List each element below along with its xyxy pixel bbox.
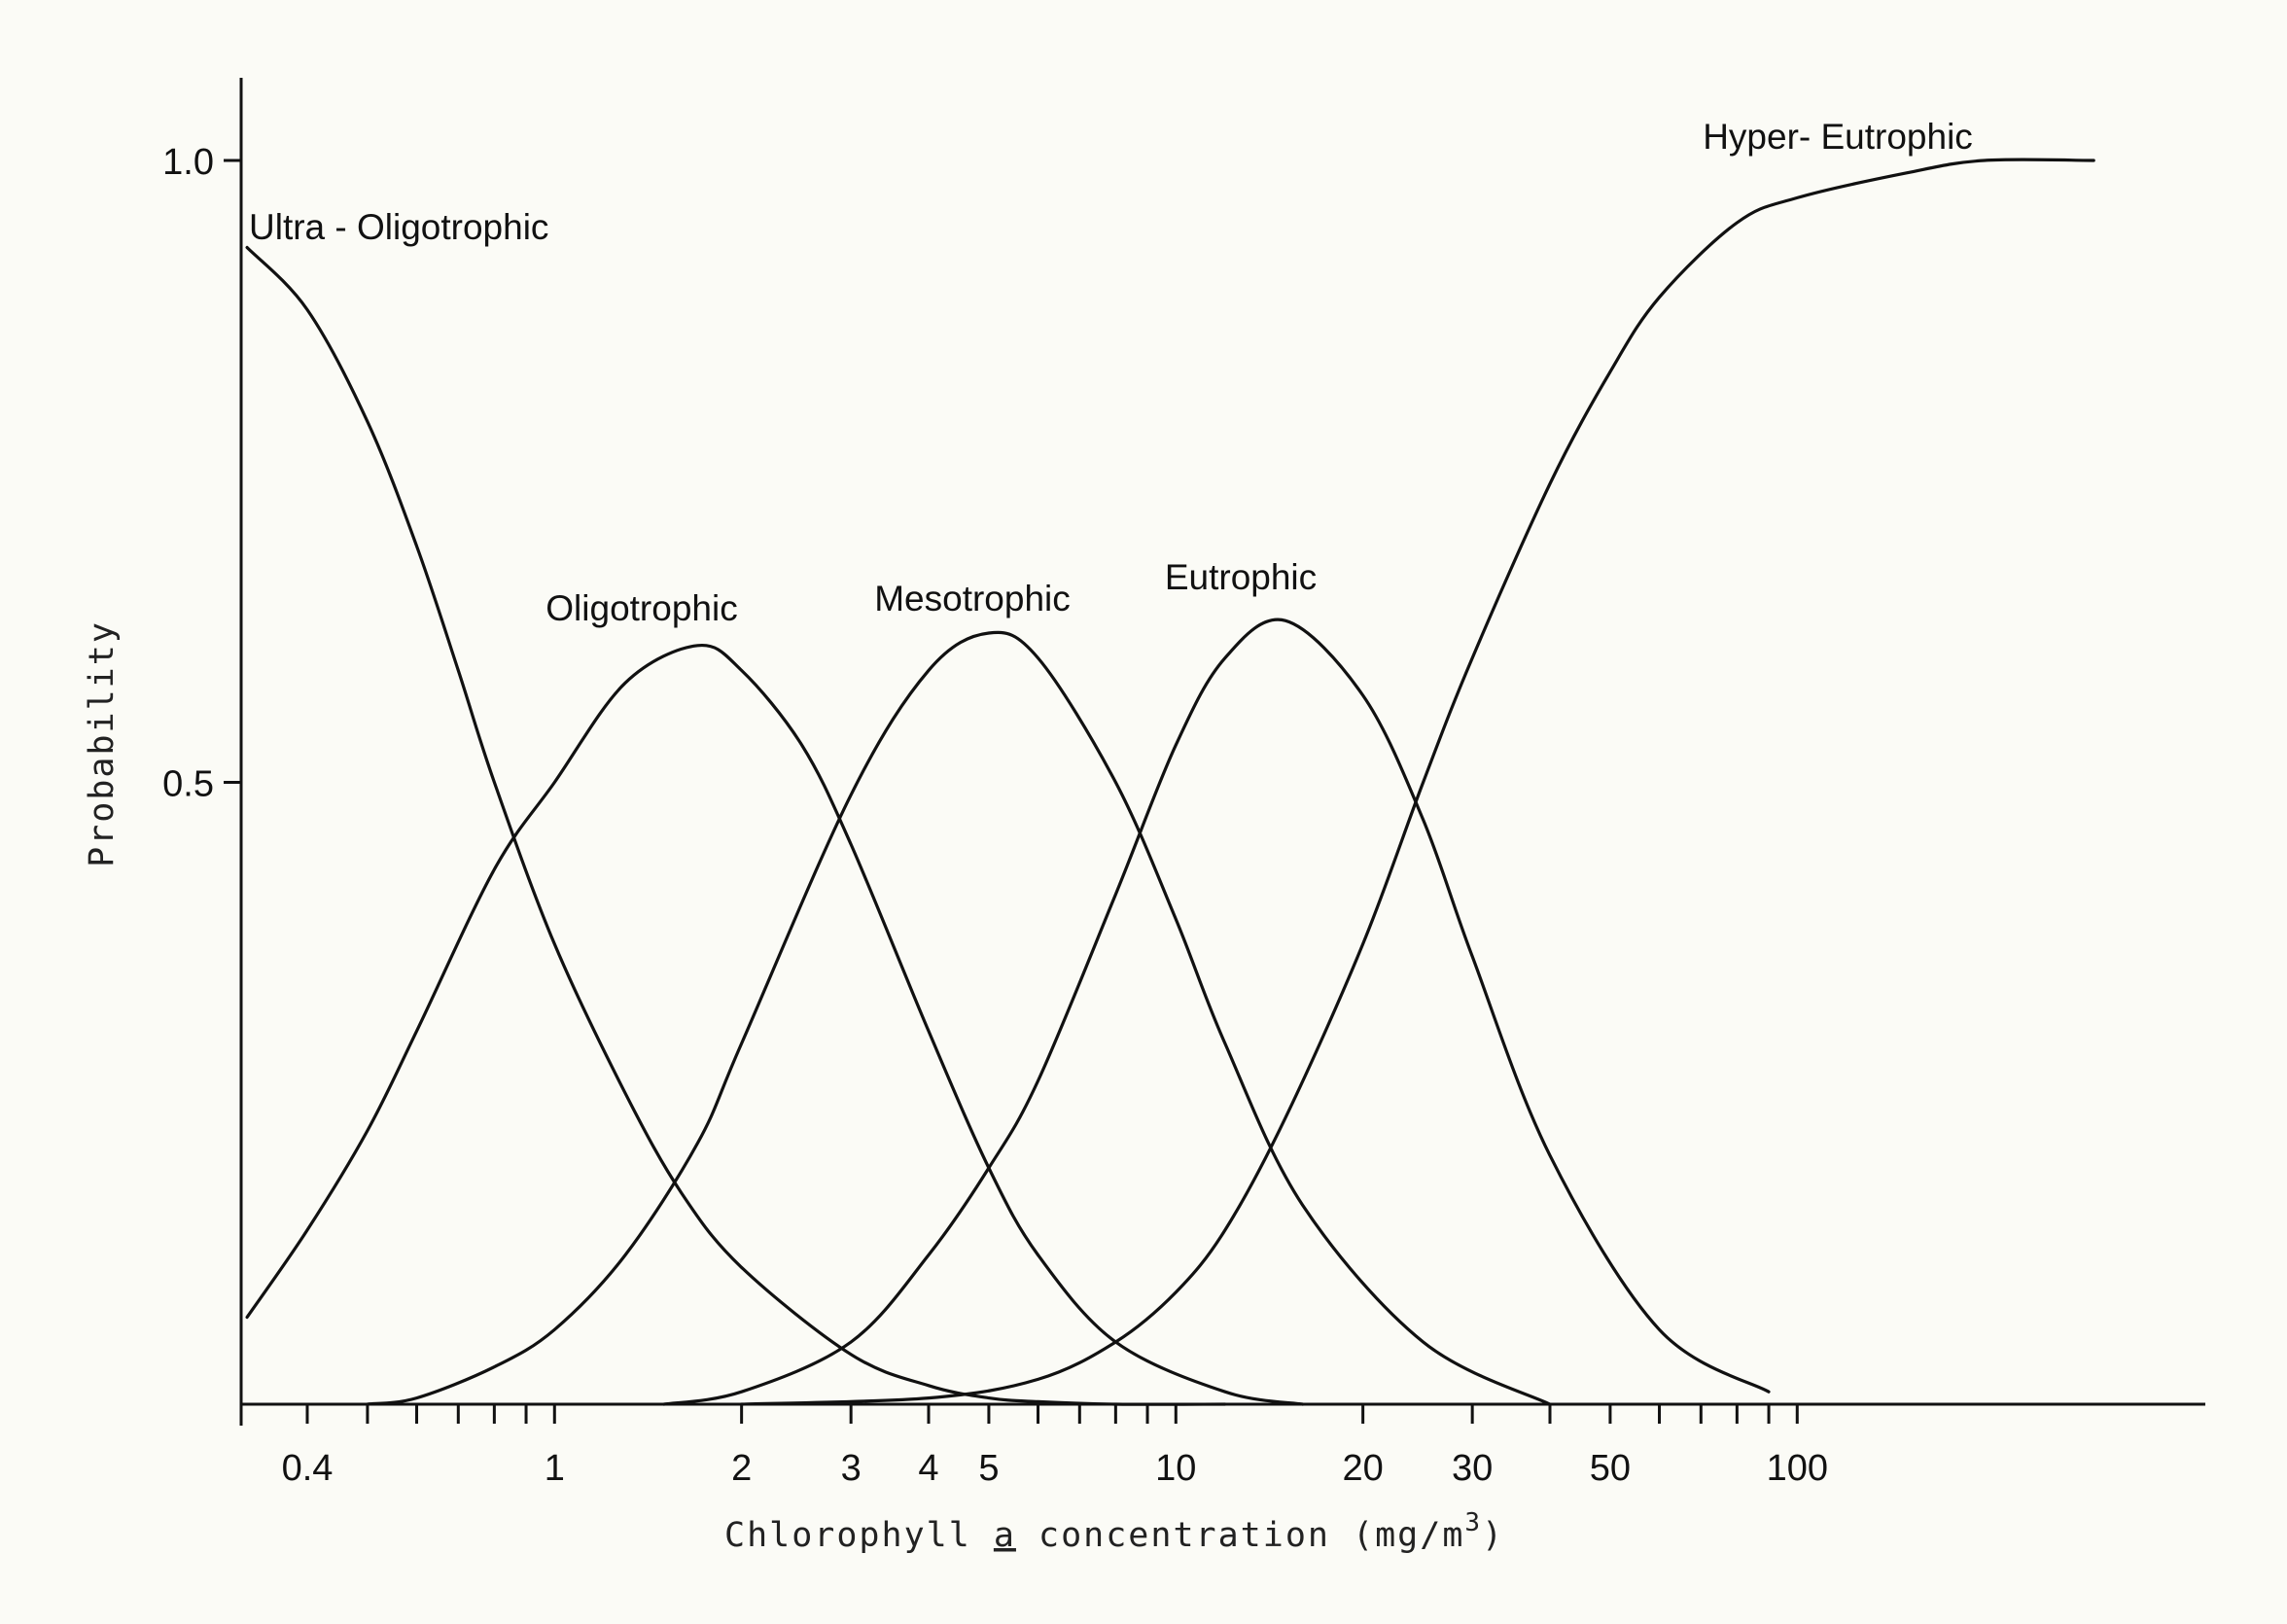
x-tick-label: 2 (731, 1448, 752, 1489)
y-axis-title: Probability (83, 620, 122, 867)
x-axis-title-suffix: concentration (mg/m (1016, 1516, 1464, 1555)
series-label-oligotrophic: Oligotrophic (545, 588, 737, 628)
x-tick-label: 0.4 (282, 1448, 334, 1489)
series-curve-hyper-eutrophic (740, 158, 2095, 1406)
x-axis-title-close: ) (1482, 1516, 1504, 1555)
x-tick-label: 5 (978, 1448, 999, 1489)
series-label-eutrophic: Eutrophic (1165, 557, 1317, 597)
x-tick-label: 4 (918, 1448, 938, 1489)
chart-axes (239, 78, 2205, 1406)
series-curve-mesotrophic (366, 630, 1552, 1406)
series-label-mesotrophic: Mesotrophic (874, 579, 1071, 618)
x-axis-title-variable: a (994, 1516, 1016, 1555)
y-axis-ticks: 0.5 1.0 (162, 142, 241, 805)
series-label-hyper-eutrophic: Hyper- Eutrophic (1703, 117, 1973, 157)
series-curve-ultra-oligotrophic (245, 245, 1227, 1406)
x-axis-title-prefix: Chlorophyll (724, 1516, 994, 1555)
x-axis-title-superscript: 3 (1464, 1508, 1482, 1537)
series-curve-eutrophic (662, 618, 1771, 1406)
x-tick-label: 1 (545, 1448, 565, 1489)
x-axis-title: Chlorophyll a concentration (mg/m3) (724, 1508, 1504, 1555)
series-curve-oligotrophic (245, 643, 1305, 1406)
x-tick-label: 10 (1155, 1448, 1196, 1489)
x-tick-label: 20 (1343, 1448, 1384, 1489)
y-tick-label: 1.0 (162, 142, 214, 183)
chart-curves (245, 158, 2095, 1406)
x-tick-label: 3 (841, 1448, 862, 1489)
x-tick-label: 100 (1767, 1448, 1828, 1489)
x-axis-ticks: 0.4 1 2 3 4 5 10 20 30 50 100 (239, 1404, 1828, 1489)
series-label-ultra-oligotrophic: Ultra - Oligotrophic (249, 207, 548, 247)
x-tick-label: 30 (1452, 1448, 1493, 1489)
y-tick-label: 0.5 (162, 764, 214, 805)
x-tick-label: 50 (1590, 1448, 1631, 1489)
series-labels: Ultra - Oligotrophic Oligotrophic Mesotrop… (249, 117, 1973, 628)
